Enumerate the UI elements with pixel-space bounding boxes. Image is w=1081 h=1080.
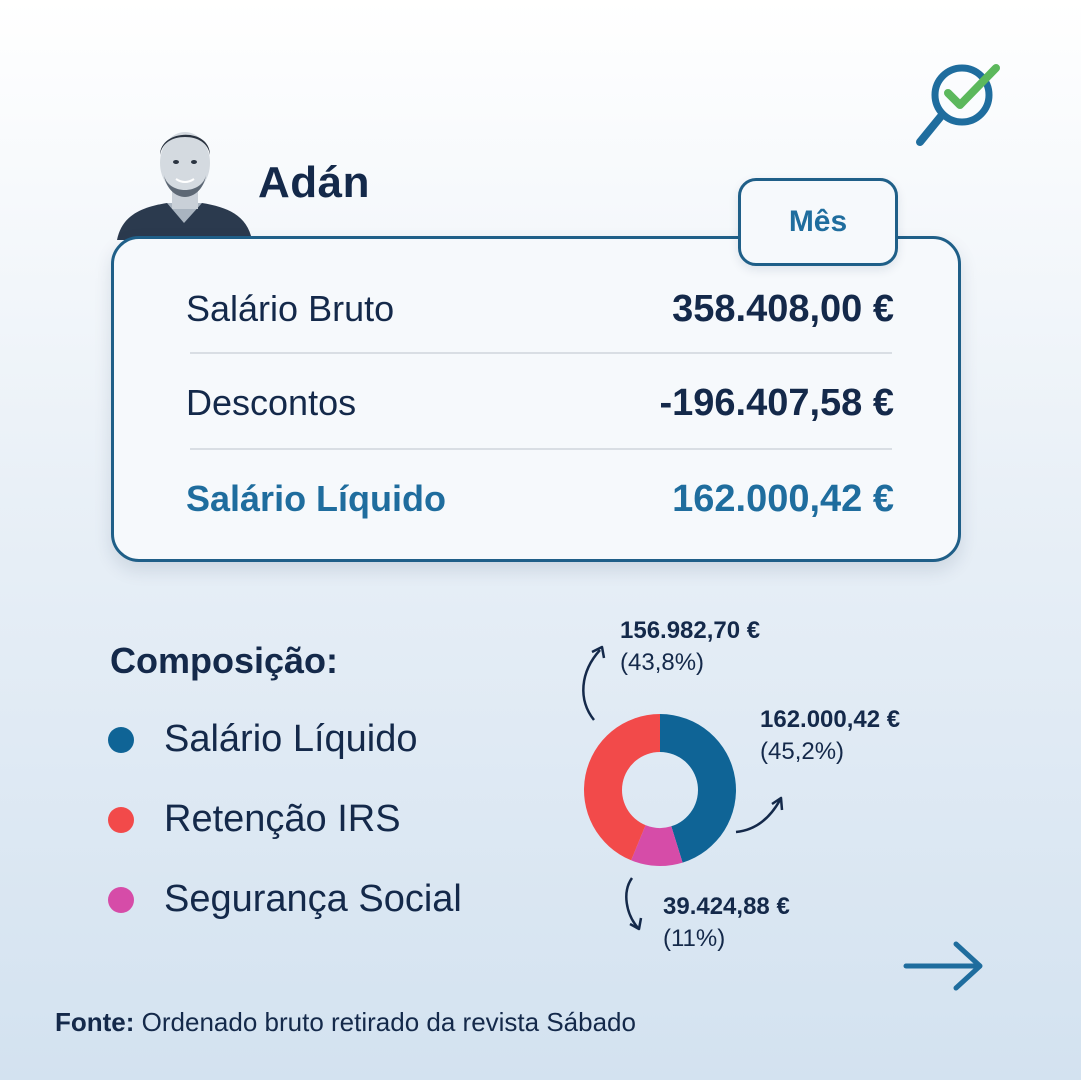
- callout-social-security: 39.424,88 € (11%): [663, 893, 790, 953]
- legend-item-net-salary: Salário Líquido: [108, 718, 418, 761]
- divider: [190, 448, 892, 450]
- legend-label: Retenção IRS: [164, 798, 401, 840]
- callout-irs: 156.982,70 € (43,8%): [620, 617, 760, 677]
- legend-item-irs: Retenção IRS: [108, 798, 401, 841]
- legend-dot: [108, 726, 134, 753]
- magnifier-check-icon: [912, 60, 1007, 152]
- composition-donut-chart: [584, 714, 736, 866]
- legend-dot: [108, 886, 134, 913]
- row-label: Salário Bruto: [186, 288, 395, 329]
- salary-row-deductions: Descontos -196.407,58 €: [186, 373, 894, 433]
- callout-value: 39.424,88 €: [663, 893, 790, 920]
- row-label: Descontos: [186, 382, 357, 423]
- row-value: 162.000,42 €: [672, 477, 894, 520]
- source-prefix: Fonte:: [55, 1007, 135, 1037]
- period-tab[interactable]: Mês: [738, 178, 898, 266]
- row-value: -196.407,58 €: [659, 381, 894, 424]
- legend-label: Salário Líquido: [164, 718, 418, 760]
- legend-dot: [108, 806, 134, 833]
- divider: [190, 352, 892, 354]
- source-note: Fonte: Ordenado bruto retirado da revist…: [55, 1007, 636, 1038]
- arrow-right-icon[interactable]: [900, 936, 988, 996]
- donut-slice-seguran-a-social: [631, 825, 683, 866]
- callout-percent: (43,8%): [620, 649, 705, 676]
- salary-row-net: Salário Líquido 162.000,42 €: [186, 469, 894, 529]
- source-text: Ordenado bruto retirado da revista Sábad…: [141, 1007, 636, 1037]
- donut-slice-reten-o-irs: [584, 714, 660, 861]
- callout-value: 162.000,42 €: [760, 706, 901, 733]
- person-name: Adán: [258, 158, 370, 207]
- callout-percent: (11%): [663, 925, 726, 952]
- composition-title: Composição:: [110, 640, 339, 681]
- callout-arrows: [582, 645, 784, 931]
- callout-percent: (45,2%): [760, 738, 845, 765]
- legend-item-social-security: Segurança Social: [108, 878, 462, 921]
- row-value: 358.408,00 €: [672, 287, 894, 330]
- avatar: [112, 115, 257, 240]
- row-label: Salário Líquido: [186, 478, 447, 519]
- donut-slice-sal-rio-l-quido: [660, 714, 736, 863]
- salary-row-gross: Salário Bruto 358.408,00 €: [186, 279, 894, 339]
- salary-card: Salário Bruto 358.408,00 € Descontos -19…: [111, 236, 961, 562]
- callout-value: 156.982,70 €: [620, 617, 761, 644]
- callout-net-salary: 162.000,42 € (45,2%): [760, 706, 900, 766]
- legend-label: Segurança Social: [164, 878, 462, 920]
